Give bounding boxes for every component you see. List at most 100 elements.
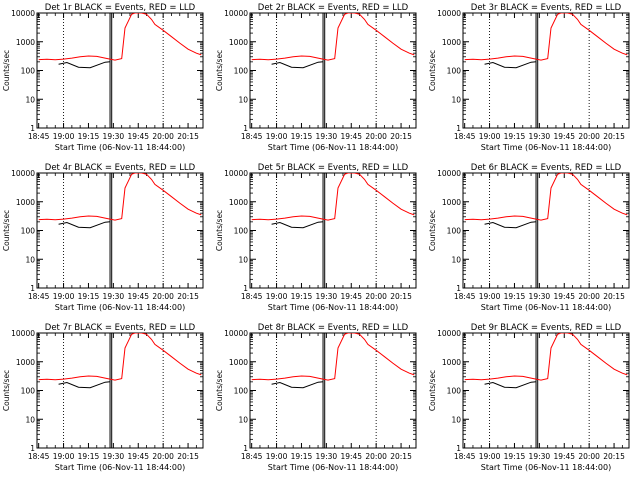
y-tick-label: 1 [30,284,35,293]
x-tick-label: 19:15 [291,452,313,461]
y-tick-label: 10 [238,415,248,424]
chart-panel-6: Det 6r BLACK = Events, RED = LLD 1 10 100 10… [428,163,630,312]
y-tick-label: 1000 [442,358,461,367]
x-tick-label: 18:45 [28,292,50,301]
x-tick-label: 19:30 [103,292,125,301]
series-lld-line [251,13,415,61]
x-tick-label: 19:45 [340,292,362,301]
x-tick-label: 19:45 [553,452,575,461]
y-tick-label: 1000 [16,38,35,47]
x-tick-label: 20:15 [603,132,625,141]
x-tick-label: 19:45 [340,132,362,141]
y-tick-label: 1000 [442,38,461,47]
plot-frame [36,332,204,449]
y-tick-label: 100 [447,387,462,396]
series-events-line [58,61,111,69]
x-tick-label: 19:00 [53,132,75,141]
x-tick-label: 20:00 [578,292,600,301]
chart-panel-2: Det 2r BLACK = Events, RED = LLD 1 10 100 10… [215,3,417,152]
y-tick-label: 100 [447,227,462,236]
chart-panel-8: Det 8r BLACK = Events, RED = LLD 1 10 100 10… [215,323,417,472]
series-events-line [271,61,324,69]
y-axis-label: Counts/sec [2,50,11,91]
series-lld-line [251,333,415,381]
chart-title: Det 7r BLACK = Events, RED = LLD [45,323,196,333]
series-lld-line [464,173,628,221]
x-tick-label: 19:15 [78,132,100,141]
chart-title: Det 2r BLACK = Events, RED = LLD [258,3,409,13]
x-tick-label: 19:15 [78,452,100,461]
chart-title: Det 8r BLACK = Events, RED = LLD [258,323,409,333]
x-tick-label: 19:30 [529,452,551,461]
x-tick-label: 20:15 [390,132,412,141]
x-tick-label: 19:15 [291,132,313,141]
x-tick-label: 19:30 [316,292,338,301]
x-tick-label: 18:45 [454,452,476,461]
x-tick-label: 18:45 [28,132,50,141]
series-lld-line [464,333,628,381]
y-axis-label: Counts/sec [215,210,224,251]
series-lld-line [38,173,202,221]
y-tick-label: 10000 [224,169,248,178]
x-tick-label: 19:30 [529,132,551,141]
y-tick-label: 100 [21,227,36,236]
y-tick-label: 1 [243,444,248,453]
y-tick-label: 1000 [442,198,461,207]
y-tick-label: 10 [25,255,35,264]
x-tick-label: 19:15 [78,292,100,301]
chart-title: Det 1r BLACK = Events, RED = LLD [45,3,196,13]
x-tick-label: 18:45 [241,292,263,301]
x-axis-label: Start Time (06-Nov-11 18:44:00) [55,143,185,152]
x-tick-label: 19:30 [316,132,338,141]
series-events-line [271,221,324,229]
y-tick-label: 1000 [16,358,35,367]
series-events-line [484,381,537,389]
y-tick-label: 10000 [437,329,461,338]
series-events-line [484,61,537,69]
chart-panel-9: Det 9r BLACK = Events, RED = LLD 1 10 100 10… [428,323,630,472]
x-tick-label: 19:45 [127,132,149,141]
y-tick-label: 10000 [224,9,248,18]
chart-title: Det 4r BLACK = Events, RED = LLD [45,163,196,173]
x-tick-label: 20:15 [390,452,412,461]
y-tick-label: 10 [238,95,248,104]
y-tick-label: 1000 [16,198,35,207]
y-tick-label: 1 [30,124,35,133]
x-tick-label: 19:45 [553,292,575,301]
x-tick-label: 20:00 [152,132,174,141]
y-tick-label: 10 [238,255,248,264]
y-axis-label: Counts/sec [428,370,437,411]
plot-frame [249,332,417,449]
series-events-line [271,381,324,389]
plot-frame [462,172,630,289]
x-tick-label: 18:45 [241,132,263,141]
x-tick-label: 20:00 [365,452,387,461]
y-tick-label: 1 [243,124,248,133]
x-axis-label: Start Time (06-Nov-11 18:44:00) [481,303,611,312]
series-events-line [484,221,537,229]
chart-title: Det 6r BLACK = Events, RED = LLD [471,163,622,173]
x-tick-label: 19:15 [504,292,526,301]
plot-frame [36,12,204,129]
series-lld-line [38,333,202,381]
y-tick-label: 10 [451,255,461,264]
chart-title: Det 3r BLACK = Events, RED = LLD [471,3,622,13]
x-tick-label: 19:30 [103,452,125,461]
x-tick-label: 20:15 [177,452,199,461]
x-axis-label: Start Time (06-Nov-11 18:44:00) [268,143,398,152]
y-axis-label: Counts/sec [428,50,437,91]
y-axis-label: Counts/sec [2,370,11,411]
x-tick-label: 19:00 [53,292,75,301]
plot-frame [36,172,204,289]
plot-frame [249,12,417,129]
y-axis-label: Counts/sec [428,210,437,251]
plot-frame [462,332,630,449]
y-tick-label: 100 [234,67,249,76]
x-tick-label: 20:00 [578,132,600,141]
x-tick-label: 18:45 [454,132,476,141]
x-tick-label: 20:15 [177,292,199,301]
x-tick-label: 19:00 [266,452,288,461]
x-tick-label: 19:00 [479,132,501,141]
chart-panel-5: Det 5r BLACK = Events, RED = LLD 1 10 100 10… [215,163,417,312]
x-tick-label: 18:45 [28,452,50,461]
